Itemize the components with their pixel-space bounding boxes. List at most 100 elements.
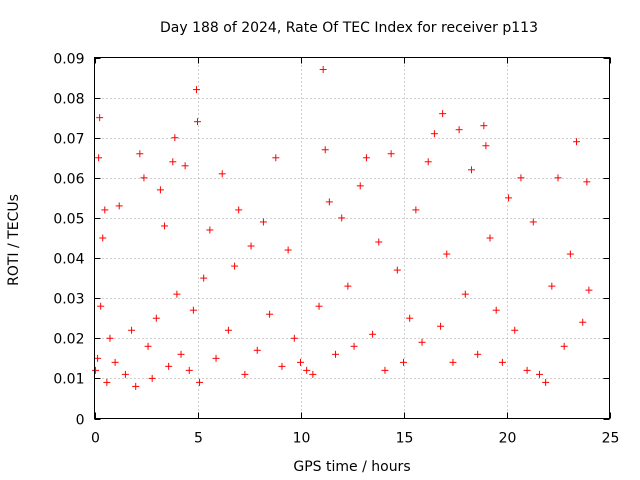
data-point <box>511 326 519 334</box>
data-point <box>165 362 173 370</box>
data-point <box>231 262 239 270</box>
data-point <box>529 218 537 226</box>
data-point <box>505 194 513 202</box>
x-tick-label: 0 <box>91 431 100 447</box>
data-point <box>185 366 193 374</box>
data-point <box>194 118 201 126</box>
axis-ticks: 0 0.01 0.02 0.03 0.04 0.05 0.06 0.07 0.08 0.09 0 5 1… <box>53 52 619 447</box>
data-point <box>332 350 340 358</box>
data-point <box>517 174 525 182</box>
data-point <box>148 374 156 382</box>
data-point <box>173 290 181 298</box>
data-point <box>95 154 103 162</box>
data-point <box>412 206 420 214</box>
data-point <box>128 326 136 334</box>
data-point <box>554 174 562 182</box>
data-point <box>400 358 407 366</box>
data-point <box>535 370 543 378</box>
x-axis-label: GPS time / hours <box>293 459 410 475</box>
data-point <box>315 302 323 310</box>
data-point <box>406 314 414 322</box>
data-point <box>356 182 364 190</box>
data-point <box>573 138 581 146</box>
data-point <box>101 206 109 214</box>
data-point <box>430 130 438 138</box>
data-point <box>121 370 129 378</box>
data-point <box>523 366 531 374</box>
data-point <box>92 366 100 374</box>
data-point <box>278 362 286 370</box>
data-point <box>418 338 426 346</box>
data-point <box>111 358 119 366</box>
data-point <box>156 186 164 194</box>
data-point <box>579 318 587 326</box>
data-point <box>94 354 102 362</box>
data-point <box>97 302 105 310</box>
data-point <box>474 350 482 358</box>
data-point <box>103 378 111 386</box>
data-point <box>206 226 214 234</box>
grid <box>94 57 610 419</box>
data-point <box>218 170 226 178</box>
data-point <box>144 342 152 350</box>
data-point <box>548 282 556 290</box>
data-point <box>321 146 329 154</box>
data-point <box>439 110 447 118</box>
data-point <box>319 66 327 74</box>
data-point <box>192 86 200 94</box>
data-point <box>177 350 185 358</box>
data-point <box>492 306 500 314</box>
data-point <box>583 178 591 186</box>
data-point <box>585 286 593 294</box>
y-tick-label: 0.04 <box>53 252 84 268</box>
x-tick-label: 10 <box>293 431 311 447</box>
data-point <box>338 214 346 222</box>
data-point <box>189 306 197 314</box>
data-point <box>362 154 370 162</box>
data-point <box>272 154 280 162</box>
y-tick-label: 0 <box>76 413 85 429</box>
data-point <box>241 370 249 378</box>
data-point <box>542 378 550 386</box>
data-point <box>437 322 445 330</box>
data-point <box>96 114 104 122</box>
data-point <box>161 222 169 230</box>
data-point <box>369 330 377 338</box>
data-point <box>136 150 144 158</box>
data-point <box>309 370 317 378</box>
data-point <box>393 266 401 274</box>
data-point <box>253 346 261 354</box>
data-point <box>132 382 140 390</box>
y-tick-label: 0.05 <box>53 212 84 228</box>
data-point <box>375 238 383 246</box>
data-point <box>467 166 475 174</box>
y-tick-label: 0.01 <box>53 372 84 388</box>
data-points <box>92 66 593 390</box>
data-point <box>303 366 311 374</box>
data-point <box>424 158 432 166</box>
x-tick-label: 20 <box>499 431 517 447</box>
data-point <box>443 250 451 258</box>
data-point <box>325 198 333 206</box>
data-point <box>482 142 490 150</box>
plot-frame <box>94 57 610 419</box>
data-point <box>387 150 395 158</box>
data-point <box>566 250 574 258</box>
data-point <box>212 354 220 362</box>
chart-title: Day 188 of 2024, Rate Of TEC Index for r… <box>160 20 538 36</box>
data-point <box>461 290 469 298</box>
y-axis-label: ROTI / TECUs <box>6 194 22 286</box>
y-tick-label: 0.09 <box>53 52 84 68</box>
data-point <box>344 282 352 290</box>
data-point <box>247 242 255 250</box>
data-point <box>196 378 204 386</box>
data-point <box>181 162 189 170</box>
x-tick-label: 15 <box>396 431 414 447</box>
data-point <box>235 206 243 214</box>
data-point <box>140 174 148 182</box>
data-point <box>106 334 114 342</box>
data-point <box>480 122 488 130</box>
data-point <box>290 334 298 342</box>
x-tick-label: 5 <box>194 431 203 447</box>
